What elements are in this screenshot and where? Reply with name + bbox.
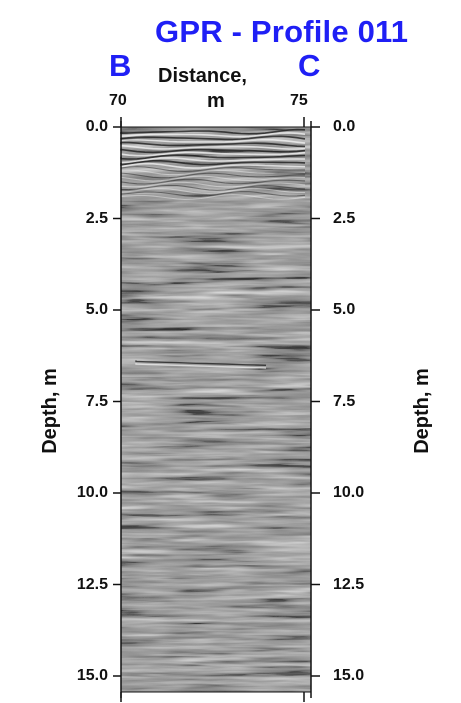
reflector-line [120, 154, 306, 160]
reflector-line [120, 181, 306, 188]
reflector-line [120, 138, 306, 144]
y-tick-label-left: 2.5 [85, 209, 108, 227]
reflector-line [135, 360, 267, 366]
x-tick-label-70: 70 [109, 92, 127, 109]
y-tick-label-right: 0.0 [333, 118, 356, 135]
reflector-line [120, 175, 306, 182]
y-tick-label-left: 0.0 [85, 118, 108, 135]
profile-end-marker: C [298, 48, 321, 83]
reflector-line [120, 194, 306, 200]
reflector-line [120, 128, 306, 135]
reflector-line [120, 160, 306, 166]
reflector-line [120, 169, 306, 176]
y-tick-label-right: 2.5 [333, 209, 356, 227]
y-ticks-group [113, 126, 320, 677]
y-tick-label-left: 7.5 [85, 392, 108, 410]
reflector-line [120, 141, 306, 148]
reflector-line [120, 148, 306, 154]
reflector-line [120, 166, 305, 172]
y-tick-label-right: 5.0 [333, 301, 356, 318]
reflector-line [120, 144, 306, 150]
y-tick-label-right: 15.0 [333, 667, 365, 684]
x-axis-label-line1: Distance, [158, 65, 247, 87]
reflector-line [120, 172, 306, 179]
y-tick-label-right: 10.0 [333, 484, 365, 501]
y-tick-label-left: 5.0 [85, 301, 108, 318]
reflector-line [120, 188, 305, 194]
reflector-line [120, 135, 306, 141]
reflector-line [120, 184, 306, 191]
y-tick-label-right: 12.5 [333, 575, 365, 593]
reflector-line [120, 191, 306, 197]
reflector-line [120, 157, 306, 164]
reflector-line [120, 151, 306, 157]
reflector-line [120, 132, 306, 138]
reflector-line [120, 162, 306, 169]
profile-start-marker: B [109, 48, 132, 83]
profile-title: GPR - Profile 011 [155, 14, 409, 49]
x-axis-label-line2: m [207, 90, 225, 112]
reflector-line [120, 178, 306, 185]
y-tick-label-right: 7.5 [333, 392, 356, 410]
x-tick-label-75: 75 [290, 92, 308, 109]
y-tick-label-left: 10.0 [76, 484, 108, 501]
reflector-line [135, 363, 267, 369]
y-tick-label-left: 12.5 [76, 575, 108, 593]
radargram-texture [121, 127, 311, 692]
y-tick-label-left: 15.0 [76, 667, 108, 684]
reflectors-group [120, 128, 306, 369]
